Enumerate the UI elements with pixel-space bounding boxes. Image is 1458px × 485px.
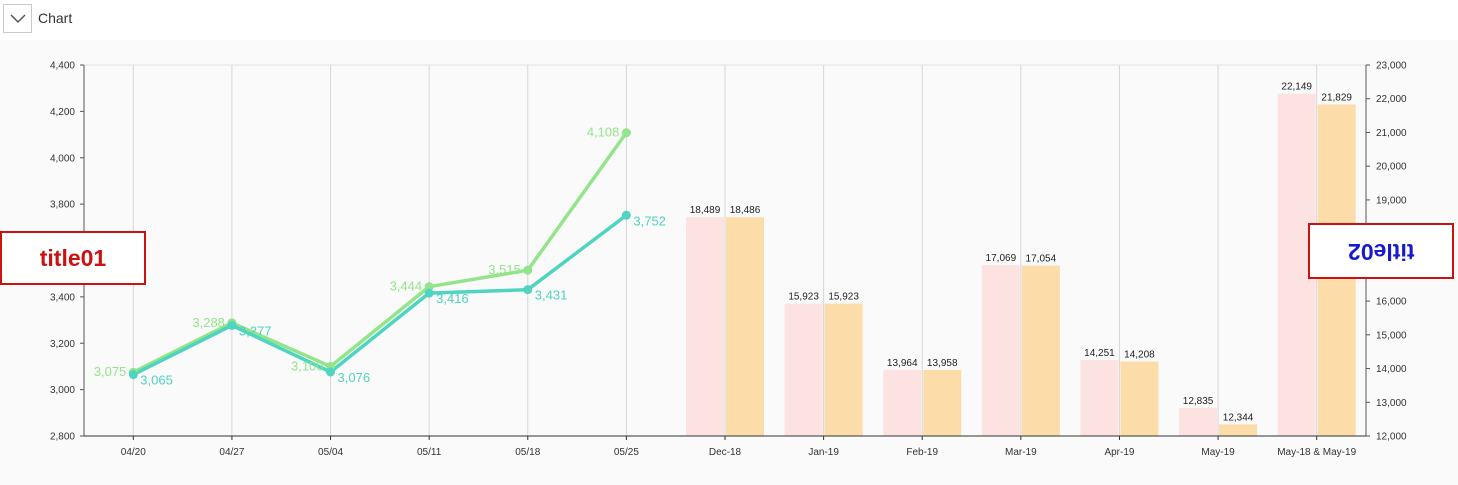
series-value-label: 3,515 <box>488 262 521 277</box>
x-tick-label: Jan-19 <box>808 447 839 458</box>
x-tick-label: 04/20 <box>121 447 146 458</box>
chart-area: 2,8003,0003,2003,4003,6003,8004,0004,200… <box>0 40 1458 485</box>
series-point <box>523 265 533 275</box>
series-value-label: 3,288 <box>192 315 225 330</box>
x-tick-label: 05/18 <box>515 447 540 458</box>
collapse-toggle-button[interactable] <box>3 4 32 33</box>
right-y-tick-label: 23,000 <box>1376 61 1407 72</box>
bar-value-label: 18,486 <box>730 205 761 216</box>
x-tick-label: May-19 <box>1201 447 1235 458</box>
bar-value-label: 15,923 <box>788 292 819 303</box>
series-line <box>132 131 628 374</box>
bar <box>824 303 863 436</box>
bar-value-label: 17,054 <box>1026 254 1057 265</box>
right-y-tick-label: 21,000 <box>1376 128 1407 139</box>
series-point <box>621 210 631 220</box>
series-value-label: 3,277 <box>239 323 272 338</box>
right-y-tick-label: 16,000 <box>1376 297 1407 308</box>
right-y-tick-label: 13,000 <box>1376 398 1407 409</box>
series-point <box>523 285 533 295</box>
series-value-label: 3,065 <box>140 373 173 388</box>
x-tick-label: 05/11 <box>417 447 442 458</box>
bar-value-label: 12,835 <box>1183 396 1214 407</box>
bar <box>981 265 1020 436</box>
series-point <box>227 320 237 330</box>
bar <box>883 369 922 436</box>
series-point <box>326 367 336 377</box>
chevron-down-icon <box>10 14 26 24</box>
series-value-label: 3,075 <box>94 364 127 379</box>
left-y-tick-label: 3,200 <box>50 339 75 350</box>
series-value-label: 3,444 <box>390 279 423 294</box>
x-tick-label: 04/27 <box>219 447 244 458</box>
bar <box>923 369 962 436</box>
bar-value-label: 17,069 <box>986 253 1017 264</box>
right-y-tick-label: 12,000 <box>1376 432 1407 443</box>
annotation-left-title: title01 <box>0 231 146 285</box>
x-tick-label: Feb-19 <box>906 447 938 458</box>
right-y-tick-label: 20,000 <box>1376 162 1407 173</box>
bar-value-label: 14,208 <box>1124 350 1155 361</box>
bar-value-label: 15,923 <box>828 292 859 303</box>
series-point <box>128 370 138 380</box>
right-y-tick-label: 19,000 <box>1376 195 1407 206</box>
bar <box>784 303 823 436</box>
left-y-tick-label: 2,800 <box>50 432 75 443</box>
chart-toolbar: Chart <box>0 0 1458 40</box>
series-line <box>132 213 628 377</box>
bar-value-label: 12,344 <box>1223 412 1254 423</box>
x-tick-label: Apr-19 <box>1104 447 1134 458</box>
right-y-tick-label: 14,000 <box>1376 364 1407 375</box>
x-tick-label: May-18 & May-19 <box>1277 447 1356 458</box>
x-tick-label: Mar-19 <box>1005 447 1037 458</box>
left-y-tick-label: 3,800 <box>50 200 75 211</box>
bar <box>686 217 724 436</box>
series-value-label: 4,108 <box>587 125 620 140</box>
left-y-tick-label: 4,000 <box>50 153 75 164</box>
series-value-label: 3,752 <box>633 213 666 228</box>
bar-value-label: 18,489 <box>690 205 721 216</box>
series-point <box>424 282 434 292</box>
x-tick-label: Dec-18 <box>709 447 742 458</box>
left-y-tick-label: 4,200 <box>50 107 75 118</box>
left-y-tick-label: 3,400 <box>50 292 75 303</box>
bar <box>1179 407 1218 436</box>
combo-chart: 2,8003,0003,2003,4003,6003,8004,0004,200… <box>50 61 1407 459</box>
bar <box>1080 360 1119 436</box>
bar-value-label: 13,964 <box>887 358 918 369</box>
series-value-label: 3,431 <box>535 288 568 303</box>
right-y-tick-label: 22,000 <box>1376 94 1407 105</box>
right-y-tick-label: 15,000 <box>1376 330 1407 341</box>
bar-value-label: 13,958 <box>927 358 958 369</box>
left-y-tick-label: 3,000 <box>50 385 75 396</box>
chart-label: Chart <box>38 10 73 26</box>
bar-value-label: 22,149 <box>1281 82 1312 93</box>
bar <box>1219 424 1258 436</box>
series-point <box>424 288 434 298</box>
bar-value-label: 21,829 <box>1321 92 1352 103</box>
bar-value-label: 14,251 <box>1084 348 1115 359</box>
bar <box>1120 361 1159 436</box>
series-point <box>621 128 631 138</box>
series-value-label: 3,076 <box>338 370 371 385</box>
x-tick-label: 05/25 <box>614 447 639 458</box>
bar <box>1021 265 1060 436</box>
series-value-label: 3,416 <box>436 291 469 306</box>
series-value-label: 3,100 <box>291 358 324 373</box>
bar <box>726 217 764 436</box>
x-tick-label: 05/04 <box>318 447 343 458</box>
annotation-right-title: title02 <box>1308 223 1454 279</box>
left-y-tick-label: 4,400 <box>50 61 75 72</box>
